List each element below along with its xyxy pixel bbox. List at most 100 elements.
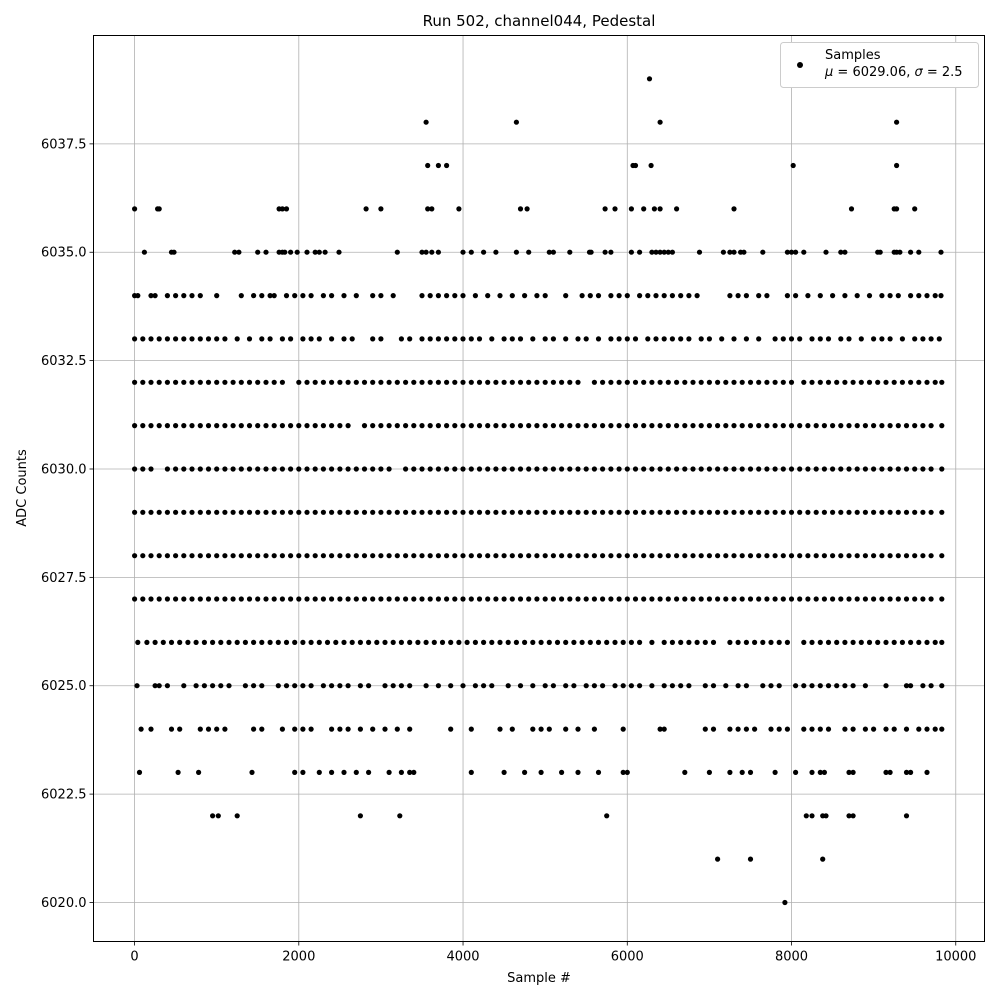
data-point [403,423,409,429]
data-point [710,683,717,689]
scatter-points [132,76,945,906]
data-point [899,379,906,385]
chart-title: Run 502, channel044, Pedestal [423,12,656,30]
data-point [624,466,630,472]
data-point [723,423,729,429]
data-point [513,249,520,255]
data-point [148,379,154,385]
data-point [620,726,626,732]
data-point [612,683,618,689]
data-point [674,466,680,472]
data-point [197,726,203,732]
data-point [760,249,766,255]
data-point [817,379,823,385]
data-point [624,596,630,602]
data-point [817,336,823,342]
data-point [908,769,914,776]
data-point [608,596,614,602]
data-point [427,596,433,602]
data-point [294,249,300,255]
data-point [517,553,524,559]
data-point [571,639,577,646]
data-point [550,509,557,515]
data-point [768,683,774,689]
data-point [698,466,704,472]
data-point [756,596,762,602]
data-point [304,423,310,429]
data-point [419,596,425,602]
data-point [797,553,803,559]
data-point [834,683,840,689]
data-point [279,509,285,515]
data-point [583,466,589,472]
data-point [698,509,704,515]
data-point [390,639,396,646]
data-point [797,509,803,515]
data-point [320,596,326,602]
data-point [871,553,877,559]
data-point [739,379,745,385]
data-point [263,423,269,429]
data-point [727,293,733,299]
data-point [390,293,396,299]
x-axis-ticks: 0 2000 4000 6000 8000 10000 [130,941,976,965]
data-point [661,639,667,646]
data-point [538,639,544,646]
data-point [435,162,441,169]
data-point [653,336,659,342]
data-point [669,293,676,299]
data-point [522,639,528,646]
data-point [661,726,667,732]
y-tick-label: 6037.5 [41,137,87,152]
data-point [567,509,573,515]
data-point [797,423,803,429]
data-point [735,293,741,299]
data-point [452,293,458,299]
data-point [238,293,244,299]
data-point [903,553,910,559]
data-point [866,379,873,385]
data-point [279,726,285,732]
data-point [720,249,727,255]
data-point [189,336,195,342]
data-point [337,596,343,602]
data-point [848,206,855,212]
data-point [920,683,926,689]
data-point [210,813,216,819]
data-point [895,596,901,602]
data-point [485,379,491,385]
data-point [337,683,343,689]
data-point [641,379,647,385]
data-point [517,509,524,515]
data-point [550,249,557,255]
data-point [780,379,786,385]
data-point [234,813,240,819]
data-point [210,683,216,689]
data-point [476,596,483,602]
data-point [665,423,671,429]
data-point [452,466,458,472]
data-point [214,466,220,472]
data-point [304,379,310,385]
data-point [452,336,458,342]
data-point [628,206,635,212]
data-point [741,249,747,255]
data-point [747,466,754,472]
data-point [772,466,778,472]
data-point [649,596,655,602]
data-point [924,726,930,732]
data-point [435,379,441,385]
data-point [772,596,778,602]
data-point [780,553,786,559]
data-point [259,336,265,342]
data-point [608,553,614,559]
data-point [349,336,355,342]
data-point [756,293,762,299]
data-point [604,813,610,819]
data-point [649,509,655,515]
data-point [649,639,655,646]
data-point [148,336,154,342]
data-point [772,336,778,342]
data-point [632,466,639,472]
data-point [542,423,548,429]
